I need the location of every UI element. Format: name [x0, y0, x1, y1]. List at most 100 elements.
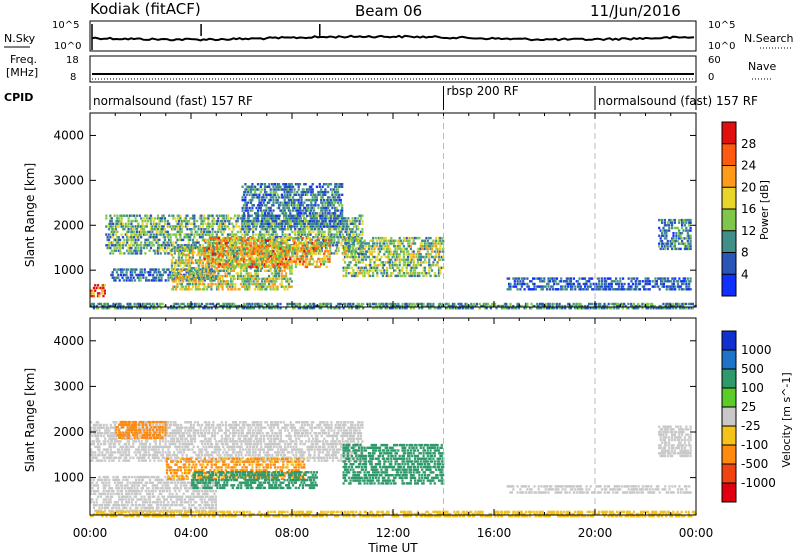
power-cell: [277, 260, 279, 262]
power-cell: [212, 245, 214, 247]
power-cell: [334, 196, 336, 198]
power-cell: [179, 215, 181, 217]
power-cell: [441, 237, 443, 239]
power-cell: [289, 209, 291, 211]
power-cell: [137, 223, 139, 225]
power-cell: [261, 204, 263, 206]
power-cell: [260, 202, 262, 204]
power-cell: [284, 199, 286, 201]
power-cell: [310, 255, 312, 257]
power-cell: [156, 274, 158, 276]
power-cell: [122, 225, 124, 227]
power-cell: [673, 283, 675, 285]
power-cell: [372, 275, 374, 277]
date-title: 11/Jun/2016: [590, 2, 681, 20]
power-cell: [524, 277, 526, 279]
power-cell: [590, 285, 592, 287]
power-cell: [352, 228, 354, 230]
power-cell: [175, 241, 177, 243]
cpid-label: CPID: [4, 91, 33, 104]
power-cell: [307, 228, 309, 230]
power-cell: [674, 219, 676, 221]
power-cell: [622, 285, 624, 287]
power-cell: [221, 242, 223, 244]
nave-label: Nave: [748, 60, 776, 73]
power-cell: [205, 272, 207, 274]
power-cell: [317, 207, 319, 209]
power-cell: [327, 191, 329, 193]
power-cell: [240, 275, 242, 277]
power-cell: [250, 191, 252, 193]
power-cell: [346, 223, 348, 225]
freq-panel: Freq. [MHz] 18 8 60 0 Nave: [6, 53, 776, 83]
power-cell: [121, 252, 123, 254]
power-cell: [255, 228, 257, 230]
power-cell: [284, 246, 286, 248]
power-cell: [200, 278, 202, 280]
power-cell: [435, 253, 437, 255]
power-cell: [157, 252, 159, 254]
power-cell: [383, 272, 385, 274]
power-cell: [101, 292, 103, 294]
power-cell: [247, 202, 249, 204]
power-cell: [400, 240, 402, 242]
power-cell: [310, 217, 312, 219]
power-cell: [601, 283, 603, 285]
power-cell: [284, 194, 286, 196]
power-cell: [281, 272, 283, 274]
power-cell: [674, 288, 676, 290]
power-cell: [123, 252, 125, 254]
power-cell: [212, 215, 214, 217]
power-cell: [628, 277, 630, 279]
power-cell: [271, 225, 273, 227]
power-cell: [407, 272, 409, 274]
power-cell: [683, 283, 685, 285]
power-cell: [343, 269, 345, 271]
power-cell: [305, 240, 307, 242]
power-cell: [336, 183, 338, 185]
power-cell: [261, 245, 263, 247]
power-cell: [310, 252, 312, 254]
power-cell: [144, 231, 146, 233]
power-cell: [109, 215, 111, 217]
power-cell: [380, 272, 382, 274]
power-cell: [182, 225, 184, 227]
power-cell: [240, 258, 242, 260]
power-cell: [253, 258, 255, 260]
power-cell: [424, 267, 426, 269]
power-cell: [234, 278, 236, 280]
power-cell: [357, 269, 359, 271]
power-cell: [154, 252, 156, 254]
power-cell: [371, 253, 373, 255]
power-cell: [364, 269, 366, 271]
power-cell: [407, 256, 409, 258]
power-cell: [172, 215, 174, 217]
noise-left-label: N.Sky: [4, 32, 36, 45]
power-cell: [188, 254, 190, 256]
power-cell: [171, 275, 173, 277]
power-cell: [672, 235, 674, 237]
noise-sky-line: [92, 24, 694, 50]
power-cell: [299, 183, 301, 185]
power-cell: [296, 263, 298, 265]
power-cell: [318, 220, 320, 222]
power-cell: [257, 240, 259, 242]
power-cell: [298, 199, 300, 201]
power-cell: [235, 242, 237, 244]
power-cell: [414, 272, 416, 274]
power-cell: [290, 228, 292, 230]
power-cell: [309, 212, 311, 214]
power-cell: [155, 268, 157, 270]
power-cell: [562, 288, 564, 290]
power-cell: [261, 220, 263, 222]
power-cell: [687, 232, 689, 234]
power-cell: [331, 252, 333, 254]
power-cell: [268, 283, 270, 285]
power-cell: [285, 183, 287, 185]
power-cell: [270, 188, 272, 190]
power-cell: [291, 183, 293, 185]
power-cell: [270, 209, 272, 211]
freq-left-tick-high: 18: [66, 55, 79, 66]
power-cell: [219, 278, 221, 280]
power-cell: [390, 250, 392, 252]
